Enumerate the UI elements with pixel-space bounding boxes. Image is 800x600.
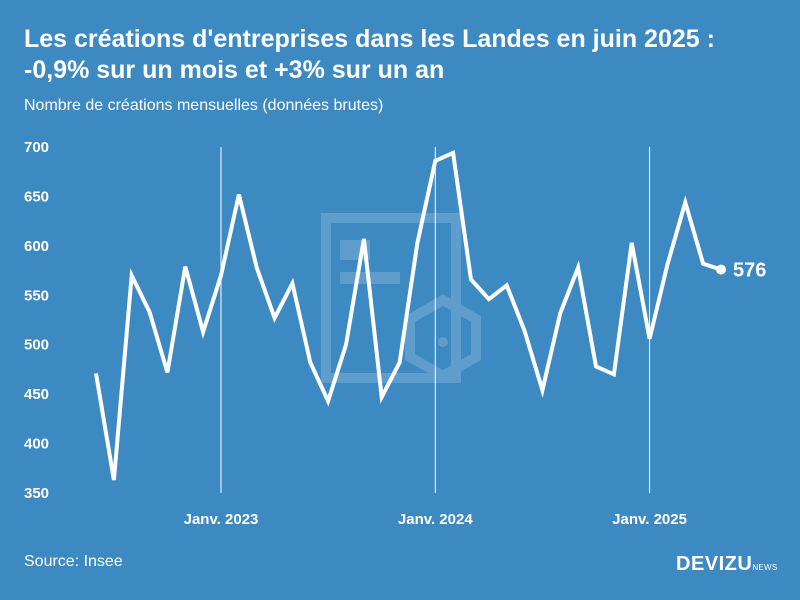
last-value-label: 576: [733, 260, 766, 282]
x-tick-label: Janv. 2023: [184, 511, 259, 528]
y-tick-label: 700: [24, 139, 49, 156]
last-data-point: [716, 264, 726, 275]
y-tick-label: 450: [24, 386, 49, 403]
brand-logo-sub: NEWS: [752, 563, 778, 572]
y-tick-label: 600: [24, 238, 49, 255]
x-tick-label: Janv. 2025: [612, 511, 687, 528]
y-tick-label: 650: [24, 188, 49, 205]
y-tick-label: 350: [24, 485, 49, 502]
y-tick-label: 400: [24, 436, 49, 453]
chart-title: Les créations d'entreprises dans les Lan…: [24, 24, 784, 86]
chart-title-line-1: Les créations d'entreprises dans les Lan…: [24, 25, 715, 53]
brand-logo: DEVIZUNEWS: [676, 553, 778, 576]
brand-logo-main: DEVIZU: [676, 553, 753, 575]
y-tick-label: 500: [24, 337, 49, 354]
x-tick-label: Janv. 2024: [398, 511, 473, 528]
source-note: Source: Insee: [24, 553, 123, 570]
chart-title-line-2: -0,9% sur un mois et +3% sur un an: [24, 56, 445, 84]
y-tick-label: 550: [24, 287, 49, 304]
series-line: [94, 149, 722, 481]
chart-subtitle: Nombre de créations mensuelles (données …: [24, 97, 384, 114]
